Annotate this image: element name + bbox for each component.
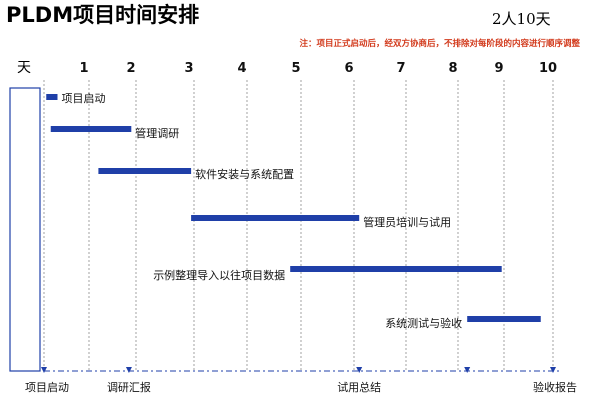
day-number-2: 2	[126, 61, 135, 76]
task-label-6: 系统测试与验收	[385, 316, 462, 330]
task-bar-1	[46, 94, 58, 100]
milestone-marker-5	[550, 367, 556, 373]
task-bars	[46, 94, 541, 322]
task-label-5: 示例整理导入以往项目数据	[153, 268, 285, 282]
day-number-1: 1	[79, 61, 88, 76]
task-label-4: 管理员培训与试用	[363, 215, 451, 229]
milestone-label-5: 验收报告	[533, 380, 577, 394]
day-number-5: 5	[291, 61, 300, 76]
milestone-label-3: 试用总结	[337, 380, 381, 394]
task-bar-4	[191, 215, 360, 221]
task-label-2: 管理调研	[135, 126, 179, 140]
page-title: PLDM项目时间安排	[6, 3, 199, 27]
task-bar-5	[290, 266, 502, 272]
day-number-7: 7	[396, 61, 405, 76]
milestone-marker-4	[464, 367, 471, 373]
milestone-label-1: 项目启动	[25, 381, 69, 394]
milestone-marker-2	[125, 367, 132, 373]
day-number-8: 8	[448, 61, 457, 76]
day-grid-lines	[43, 80, 554, 371]
day-number-3: 3	[184, 61, 193, 76]
task-bar-6	[467, 316, 541, 322]
milestone-markers	[41, 367, 556, 373]
milestone-marker-1	[41, 367, 47, 373]
task-label-1: 项目启动	[62, 92, 106, 105]
day-column-label: 天	[17, 60, 31, 76]
schedule-note: 注：项目正式启动后，经双方协商后，不排除对每阶段的内容进行顺序调整	[299, 38, 580, 49]
staffing-label: 2人10天	[492, 10, 551, 28]
day-number-10: 10	[539, 61, 557, 76]
day-column-box	[9, 87, 41, 372]
task-label-3: 软件安装与系统配置	[195, 167, 294, 181]
task-bar-2	[50, 126, 132, 132]
task-labels: 项目启动管理调研软件安装与系统配置管理员培训与试用示例整理导入以往项目数据系统测…	[62, 92, 463, 330]
milestone-labels: 项目启动 调研汇报 试用总结 验收报告	[25, 380, 577, 394]
day-number-labels: 1 2 3 4 5 6 7 8 9 10	[79, 61, 557, 76]
day-number-6: 6	[344, 61, 353, 76]
milestone-marker-3	[356, 367, 363, 373]
day-number-9: 9	[494, 61, 503, 76]
task-bar-3	[98, 168, 192, 174]
milestone-label-2: 调研汇报	[107, 380, 151, 394]
day-number-4: 4	[237, 61, 246, 76]
